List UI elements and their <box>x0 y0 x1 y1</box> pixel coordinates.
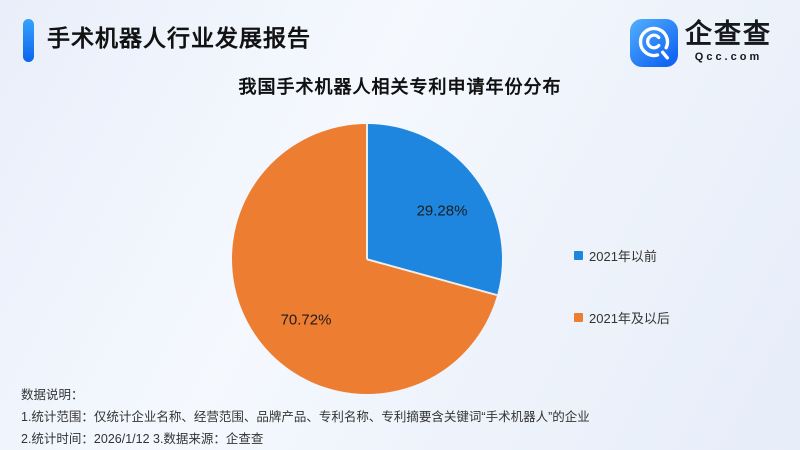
legend-swatch-blue <box>574 251 583 260</box>
pie-value-label-before-2021: 29.28% <box>416 202 468 220</box>
qcc-logo: 企查查 Qcc.com <box>630 19 772 67</box>
title-accent-bar <box>23 19 34 62</box>
pie-value-label-2021-and-after: 70.72% <box>280 311 332 329</box>
chart-legend: 2021年以前 2021年及以后 <box>574 248 670 326</box>
footnote-scope: 1.统计范围：仅统计企业名称、经营范围、品牌产品、专利名称、专利摘要含关键词“手… <box>21 410 590 424</box>
pie-chart <box>232 124 502 394</box>
footnote-heading: 数据说明： <box>21 388 84 402</box>
legend-item-before-2021: 2021年以前 <box>574 248 670 264</box>
legend-label-2021-and-after: 2021年及以后 <box>589 311 670 326</box>
logo-domain: Qcc.com <box>694 51 763 63</box>
chart-title: 我国手术机器人相关专利申请年份分布 <box>238 77 562 97</box>
logo-name: 企查查 <box>685 19 772 49</box>
page-title: 手术机器人行业发展报告 <box>47 25 311 51</box>
footnote-time-source: 2.统计时间：2026/1/12 3.数据来源：企查查 <box>21 432 264 446</box>
legend-label-before-2021: 2021年以前 <box>589 249 657 264</box>
qcc-logo-icon <box>630 19 678 67</box>
qcc-logo-text: 企查查 Qcc.com <box>685 19 772 63</box>
legend-swatch-orange <box>574 313 583 322</box>
footnotes: 数据说明： 1.统计范围：仅统计企业名称、经营范围、品牌产品、专利名称、专利摘要… <box>21 388 590 447</box>
legend-item-2021-and-after: 2021年及以后 <box>574 310 670 326</box>
pie-chart-area: 29.28% 70.72% <box>232 124 502 394</box>
